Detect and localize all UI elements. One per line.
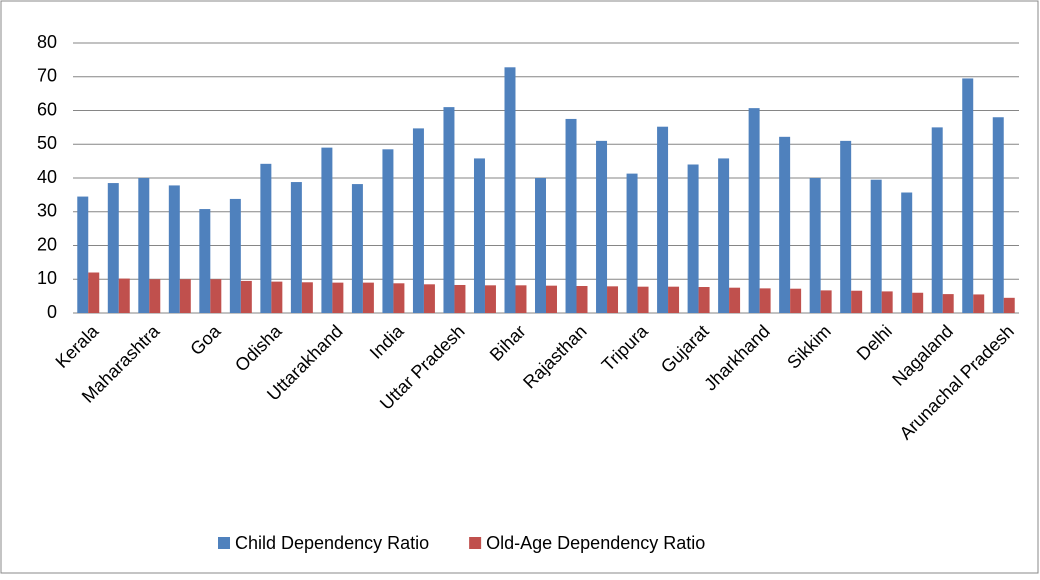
bar — [240, 280, 252, 313]
y-tick-label: 60 — [37, 99, 57, 119]
legend-swatch — [218, 537, 230, 549]
bar — [596, 140, 608, 313]
bar — [321, 147, 333, 313]
bar — [718, 158, 730, 313]
bar — [138, 178, 150, 313]
bar — [199, 209, 211, 313]
y-tick-label: 70 — [37, 66, 57, 86]
bar — [332, 282, 344, 313]
y-tick-label: 40 — [37, 167, 57, 187]
bar — [88, 272, 100, 313]
bar — [382, 149, 394, 313]
bar — [1003, 297, 1015, 313]
legend-swatch — [469, 537, 482, 549]
bar — [729, 287, 741, 313]
bar — [942, 294, 954, 313]
bar — [351, 184, 363, 313]
y-tick-label: 20 — [37, 234, 57, 254]
bar — [779, 136, 791, 313]
bar — [301, 282, 313, 313]
bar — [229, 198, 241, 313]
bar — [973, 294, 985, 313]
bar — [179, 279, 191, 313]
legend-label: Old-Age Dependency Ratio — [486, 533, 705, 553]
bar — [362, 282, 374, 313]
bar — [77, 196, 89, 313]
bar — [626, 173, 638, 313]
bar — [290, 182, 302, 313]
bar — [870, 179, 882, 313]
bar — [515, 285, 527, 313]
bar — [149, 279, 161, 313]
bar — [607, 286, 619, 313]
bar — [412, 128, 424, 313]
y-tick-label: 80 — [37, 32, 57, 52]
bar — [657, 126, 669, 313]
bar — [820, 290, 832, 313]
bar — [504, 67, 516, 313]
bar — [748, 108, 760, 313]
bar — [912, 292, 924, 313]
bar — [454, 284, 466, 313]
bar — [423, 284, 435, 313]
y-tick-label: 30 — [37, 201, 57, 221]
bar — [484, 285, 496, 313]
y-tick-label: 10 — [37, 268, 57, 288]
bar — [881, 291, 893, 313]
bar — [687, 164, 699, 313]
bar — [759, 288, 771, 313]
bar — [668, 286, 680, 313]
bar — [576, 286, 588, 313]
bar — [393, 283, 405, 313]
bar — [840, 140, 852, 313]
bar — [851, 290, 863, 313]
bar — [271, 281, 283, 313]
bar — [790, 288, 802, 313]
bar — [473, 158, 485, 313]
bar — [107, 183, 119, 313]
bar — [992, 117, 1004, 313]
bar — [210, 279, 222, 313]
bar — [637, 286, 649, 313]
bar — [565, 118, 577, 313]
y-tick-label: 0 — [47, 302, 57, 322]
bar — [809, 178, 821, 313]
bar — [546, 285, 557, 313]
bar — [931, 127, 943, 313]
bar — [698, 287, 710, 313]
bar — [260, 163, 272, 313]
bar — [118, 278, 130, 313]
bar — [535, 178, 546, 313]
bar — [168, 185, 180, 313]
bar — [901, 192, 913, 313]
bar — [962, 78, 974, 313]
legend-label: Child Dependency Ratio — [235, 533, 429, 553]
y-tick-label: 50 — [37, 133, 57, 153]
bar — [443, 107, 455, 313]
